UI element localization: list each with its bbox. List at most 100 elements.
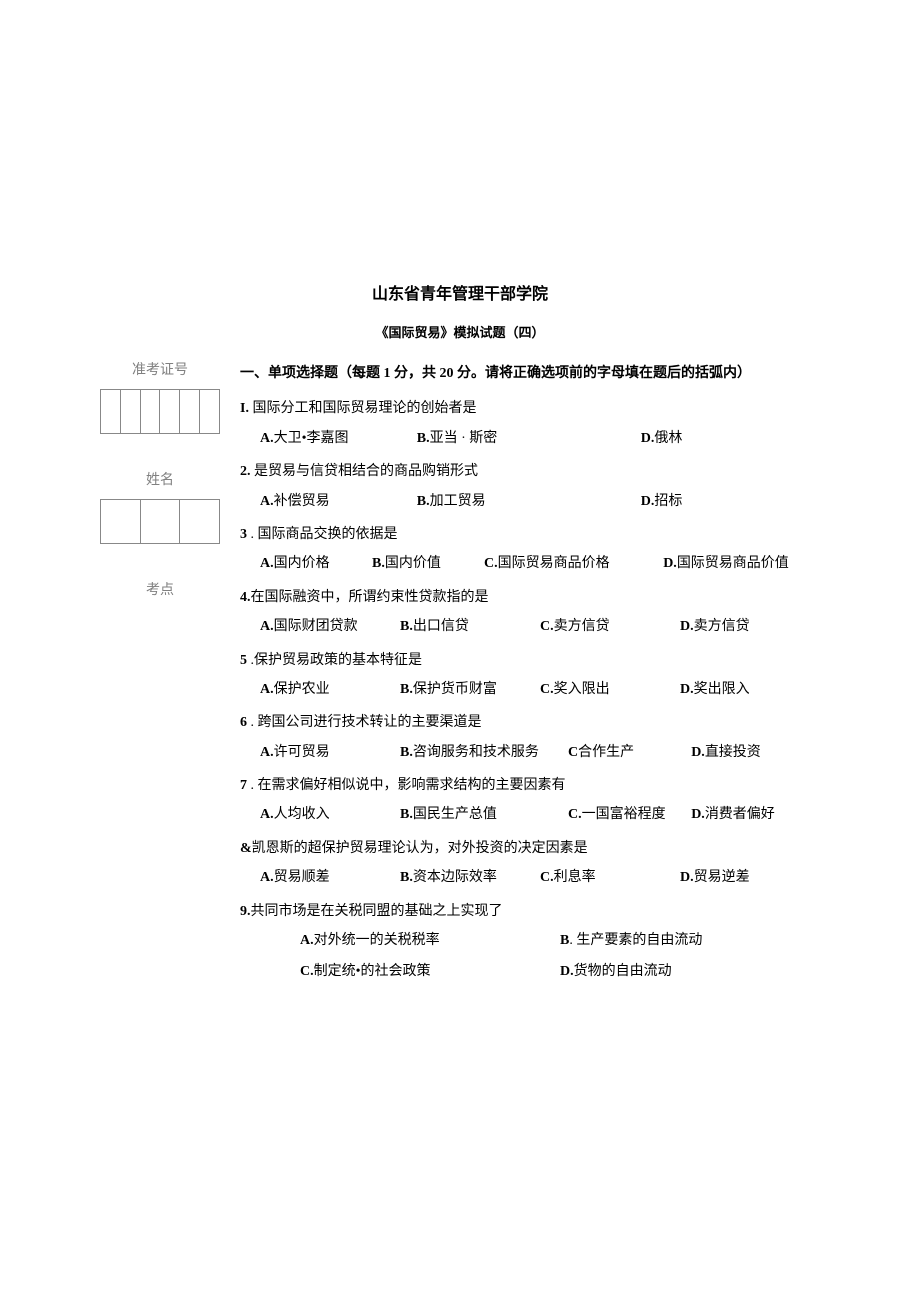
sidebar: 准考证号 姓名 考点 — [100, 359, 220, 989]
option-text: 咨询服务和技术服务 — [413, 738, 539, 767]
option-text: 补偿贸易 — [274, 487, 330, 516]
option-text: 奖出限入 — [694, 675, 750, 704]
option-letter: C. — [540, 612, 554, 641]
option-letter: D. — [663, 549, 677, 578]
option: A.对外统一的关税税率 — [300, 926, 560, 955]
options-row: A.国际财团贷款B.出口信贷C.卖方信贷D.卖方信贷 — [240, 612, 820, 641]
question-number: 6 — [240, 715, 247, 730]
question-text: .保护贸易政策的基本特征是 — [247, 653, 422, 668]
option: D.卖方信贷 — [680, 612, 820, 641]
option-text: 国际贸易商品价值 — [677, 549, 789, 578]
option-text: 国内价格 — [274, 549, 330, 578]
site-label: 考点 — [100, 579, 220, 599]
options-row: A.保护农业B.保护货币财富C.奖入限出D.奖出限入 — [240, 675, 820, 704]
option-letter: D. — [680, 863, 694, 892]
option: A.贸易顺差 — [260, 863, 400, 892]
option: B.亚当 · 斯密 — [417, 424, 641, 453]
question-text: 国际分工和国际贸易理论的创始者是 — [249, 401, 477, 416]
option-letter: D. — [641, 424, 655, 453]
option: A.国内价格 — [260, 549, 372, 578]
option: B . 生产要素的自由流动 — [560, 926, 820, 955]
option-letter: B. — [400, 612, 413, 641]
option-letter: D. — [691, 738, 705, 767]
option-text: 货物的自由流动 — [574, 957, 672, 986]
option-letter: B. — [400, 800, 413, 829]
option: C. 一国富裕程度 — [568, 800, 691, 829]
question-stem: I. 国际分工和国际贸易理论的创始者是 — [240, 394, 820, 423]
question-number: 2. — [240, 464, 251, 479]
option: A.补偿贸易 — [260, 487, 417, 516]
option-letter: B. — [417, 424, 430, 453]
name-grid — [100, 499, 220, 544]
option-text: 贸易逆差 — [694, 863, 750, 892]
question-stem: 2. 是贸易与信贷相结合的商品购销形式 — [240, 457, 820, 486]
option-letter: C — [568, 738, 578, 767]
options-row: A.许可贸易B.咨询服务和技术服务C 合作生产D.直接投资 — [240, 738, 820, 767]
option-letter: B. — [400, 675, 413, 704]
option-text: 奖入限出 — [554, 675, 610, 704]
doc-title: 山东省青年管理干部学院 — [100, 280, 820, 304]
question-text: 在国际融资中，所谓约束性贷款指的是 — [251, 590, 489, 605]
option-text: 资本边际效率 — [413, 863, 497, 892]
option-letter: A. — [260, 800, 274, 829]
option-text: 人均收入 — [274, 800, 330, 829]
question-text: . 在需求偏好相似说中，影响需求结构的主要因素有 — [247, 778, 566, 793]
question-number: & — [240, 841, 252, 856]
option-text: 招标 — [654, 487, 682, 516]
option: B.保护货币财富 — [400, 675, 540, 704]
questions-area: 一、单项选择题（每题 1 分，共 20 分。请将正确选项前的字母填在题后的括弧内… — [240, 359, 820, 989]
question-stem: &凯恩斯的超保护贸易理论认为，对外投资的决定因素是 — [240, 834, 820, 863]
option-text: 一国富裕程度 — [582, 800, 666, 829]
question-stem: 7 . 在需求偏好相似说中，影响需求结构的主要因素有 — [240, 771, 820, 800]
option-text: 卖方信贷 — [694, 612, 750, 641]
option-letter: B. — [400, 738, 413, 767]
option-text: 国际贸易商品价格 — [498, 549, 610, 578]
question-stem: 9.共同市场是在关税同盟的基础之上实现了 — [240, 897, 820, 926]
option: A.保护农业 — [260, 675, 400, 704]
option-letter: A. — [260, 424, 274, 453]
option: B.国内价值 — [372, 549, 484, 578]
exam-id-label: 准考证号 — [100, 359, 220, 379]
question-text: 共同市场是在关税同盟的基础之上实现了 — [251, 904, 503, 919]
option-text: 大卫•李嘉图 — [274, 424, 349, 453]
options-row: A.人均收入B.国民生产总值C. 一国富裕程度D.消费者偏好 — [240, 800, 820, 829]
option-text: 国际财团贷款 — [274, 612, 358, 641]
doc-subtitle: 《国际贸易》模拟试题（四） — [100, 322, 820, 341]
option: D.货物的自由流动 — [560, 957, 820, 986]
section-header: 一、单项选择题（每题 1 分，共 20 分。请将正确选项前的字母填在题后的括弧内… — [240, 359, 820, 388]
options-row: A.国内价格B.国内价值C. 国际贸易商品价格D.国际贸易商品价值 — [240, 549, 820, 578]
option: A.许可贸易 — [260, 738, 400, 767]
option: D.奖出限入 — [680, 675, 820, 704]
option-letter: D. — [691, 800, 705, 829]
option-text: 对外统一的关税税率 — [314, 926, 440, 955]
option-text: . 生产要素的自由流动 — [569, 926, 702, 955]
option: B.加工贸易 — [417, 487, 641, 516]
question-text: . 跨国公司进行技术转让的主要渠道是 — [247, 715, 482, 730]
question-number: 5 — [240, 653, 247, 668]
question-text: . 国际商品交换的依据是 — [247, 527, 398, 542]
option-letter: B — [560, 926, 569, 955]
question-stem: 5 .保护贸易政策的基本特征是 — [240, 646, 820, 675]
option-letter: A. — [260, 675, 274, 704]
option-text: 合作生产 — [578, 738, 634, 767]
option-letter: A. — [260, 738, 274, 767]
option-letter: C. — [300, 957, 314, 986]
question-text: 凯恩斯的超保护贸易理论认为，对外投资的决定因素是 — [252, 841, 588, 856]
option: D.招标 — [641, 487, 820, 516]
option: A.人均收入 — [260, 800, 400, 829]
option: C.卖方信贷 — [540, 612, 680, 641]
option-letter: D. — [680, 612, 694, 641]
option-text: 国内价值 — [385, 549, 441, 578]
option: C 合作生产 — [568, 738, 691, 767]
option-letter: D. — [680, 675, 694, 704]
option: D.俄林 — [641, 424, 820, 453]
option-text: 保护农业 — [274, 675, 330, 704]
question-number: 9. — [240, 904, 251, 919]
option-letter: B. — [372, 549, 385, 578]
option-letter: C. — [540, 675, 554, 704]
option-letter: C. — [484, 549, 498, 578]
option-text: 俄林 — [654, 424, 682, 453]
question-text: 是贸易与信贷相结合的商品购销形式 — [251, 464, 479, 479]
option-letter: C. — [568, 800, 582, 829]
question-number: 3 — [240, 527, 247, 542]
